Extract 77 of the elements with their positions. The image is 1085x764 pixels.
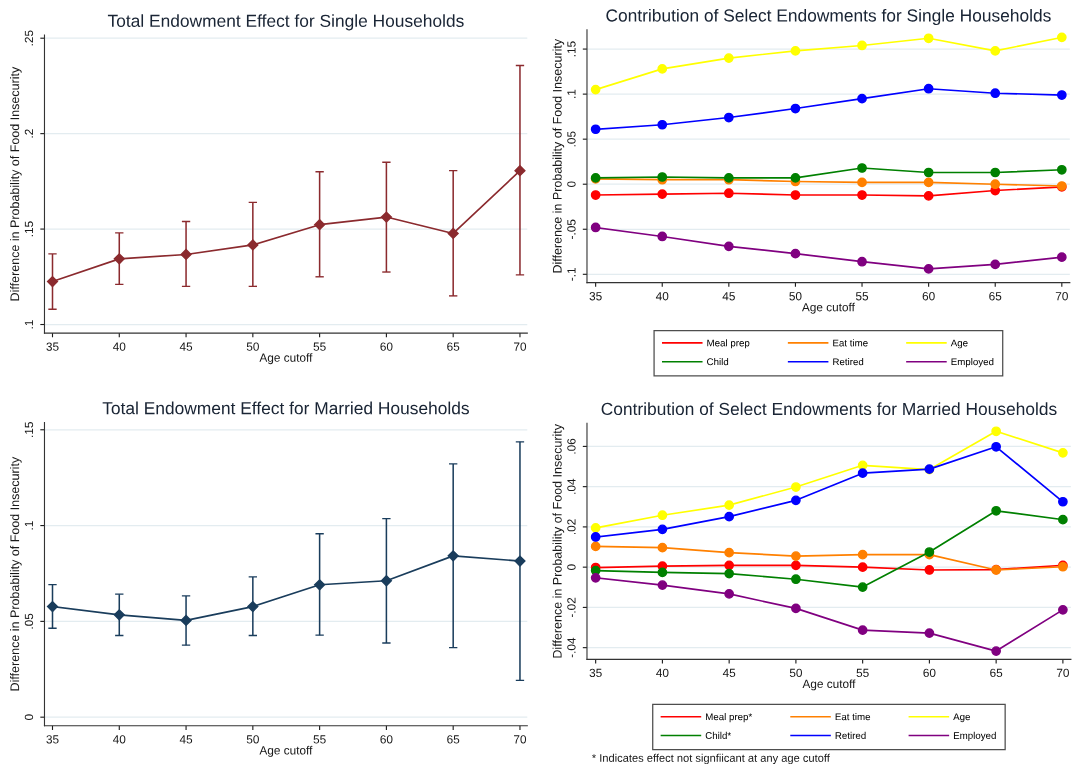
- x-tick-label: 45: [179, 735, 193, 744]
- chart-title: Contribution of Select Endowments for Married Households: [601, 402, 1057, 416]
- x-tick-label: 40: [112, 342, 126, 351]
- y-tick-label: .1: [567, 89, 576, 98]
- x-tick-label: 65: [989, 292, 1002, 301]
- y-tick-label: .15: [567, 41, 576, 57]
- x-tick-label: 65: [447, 735, 460, 744]
- legend-label: Age: [950, 339, 968, 349]
- x-tick-label: 45: [722, 292, 735, 301]
- text: * Indicates effect not signfiicant at any age cutoff: [592, 753, 830, 764]
- x-tick-label: 55: [313, 735, 326, 744]
- x-tick-label: 50: [246, 735, 259, 744]
- x-tick-label: 70: [514, 735, 527, 744]
- x-axis-title: Age cutoff: [801, 302, 855, 314]
- x-tick-label: 40: [112, 735, 126, 744]
- y-tick-label: -.02: [567, 597, 576, 618]
- legend-label: Retired: [835, 731, 866, 739]
- x-axis-title: Age cutoff: [259, 745, 313, 757]
- x-tick-label: 55: [855, 292, 869, 301]
- y-axis-title: Difference in Probability of Food Insecurity: [552, 38, 565, 273]
- legend-label: Employed: [951, 358, 994, 368]
- y-tick-label: .25: [24, 30, 34, 46]
- y-tick-label: .02: [567, 519, 576, 535]
- x-axis-title: Age cutoff: [802, 679, 856, 691]
- x-tick-label: 70: [1056, 668, 1069, 678]
- y-tick-label: -.1: [567, 267, 576, 281]
- y-tick-label: .15: [24, 422, 34, 437]
- x-axis-title: Age cutoff: [259, 353, 313, 365]
- y-tick-label: .05: [567, 131, 576, 147]
- y-axis-title: Difference in Probability of Food Insecurity: [10, 456, 22, 691]
- x-tick-label: 70: [514, 342, 527, 351]
- chart-title: Total Endowment Effect for Single Households: [107, 14, 464, 31]
- x-tick-label: 70: [1055, 292, 1068, 301]
- x-tick-label: 60: [380, 735, 393, 744]
- y-axis-title: Difference in Probability of Food Insecurity: [552, 424, 565, 658]
- chart-title: Total Endowment Effect for Married Households: [102, 401, 469, 415]
- legend-label: Meal prep: [707, 339, 750, 349]
- legend-label: Child: [707, 358, 729, 366]
- x-tick-label: 65: [447, 342, 460, 351]
- x-tick-label: 55: [313, 342, 326, 351]
- legend-label: Eat time: [833, 339, 868, 347]
- x-tick-label: 35: [589, 668, 602, 678]
- x-tick-label: 45: [179, 342, 193, 351]
- legend-label: Age: [953, 713, 971, 723]
- x-tick-label: 55: [856, 668, 869, 678]
- x-tick-label: 65: [990, 668, 1003, 678]
- y-tick-label: .05: [24, 613, 34, 629]
- x-tick-label: 35: [46, 342, 59, 351]
- x-tick-label: 60: [923, 668, 936, 678]
- x-tick-label: 50: [789, 292, 802, 301]
- legend-label: Employed: [953, 731, 996, 741]
- legend-label: Child*: [705, 731, 732, 739]
- y-tick-label: .15: [24, 221, 34, 237]
- x-tick-label: 35: [589, 292, 602, 301]
- x-tick-label: 45: [722, 668, 736, 678]
- x-tick-label: 35: [46, 735, 59, 744]
- legend-label: Retired: [833, 358, 864, 366]
- x-tick-label: 40: [656, 668, 669, 678]
- x-tick-label: 50: [789, 668, 803, 678]
- legend-label: Meal prep*: [706, 713, 753, 723]
- legend-label: Eat time: [835, 713, 871, 721]
- x-tick-label: 50: [246, 342, 259, 351]
- x-tick-label: 60: [380, 342, 393, 351]
- y-tick-label: 0: [24, 714, 34, 720]
- y-tick-label: .1: [24, 521, 34, 530]
- y-tick-label: -.05: [567, 219, 576, 239]
- y-tick-label: 0: [567, 181, 576, 188]
- x-tick-label: 60: [922, 292, 935, 301]
- y-tick-label: -.04: [567, 637, 576, 658]
- x-tick-label: 40: [655, 292, 669, 301]
- y-tick-label: 0: [567, 564, 576, 570]
- y-axis-title: Difference in Probability of Food Insecurity: [10, 66, 22, 301]
- y-tick-label: .2: [24, 129, 34, 138]
- y-tick-label: .04: [567, 478, 576, 494]
- chart-title: Contribution of Select Endowments for Single Households: [606, 8, 1051, 26]
- y-tick-label: .06: [567, 438, 576, 454]
- y-tick-label: .1: [24, 320, 34, 329]
